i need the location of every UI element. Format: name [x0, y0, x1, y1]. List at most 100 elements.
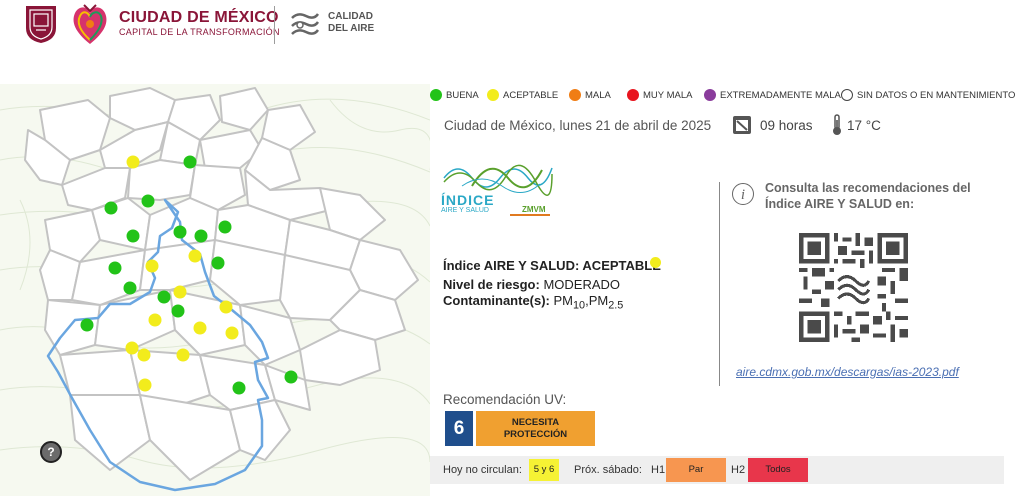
station-marker[interactable] — [145, 259, 159, 273]
station-marker[interactable] — [173, 285, 187, 299]
pollutant-pm10-sub: 10 — [573, 299, 586, 312]
h1-value: Par — [666, 458, 726, 482]
legend-item-mala: MALA — [569, 89, 611, 101]
legend-extremadamente-mala-label: EXTREMADAMENTE MALA — [720, 89, 841, 101]
indice-logo-region: ZMVM — [522, 205, 546, 214]
hoy-no-circula-value: 5 y 6 — [529, 459, 559, 481]
header-separator — [274, 6, 275, 44]
hour-text: 09 horas — [760, 118, 813, 133]
station-marker[interactable] — [219, 300, 233, 314]
uv-recommendation-text: NECESITA PROTECCIÓN — [503, 416, 568, 440]
legend-sin-datos-label: SIN DATOS O EN MANTENIMIENTO — [857, 89, 1016, 101]
legend-buena-label: BUENA — [446, 89, 479, 101]
risk-level-label: Nivel de riesgo: — [443, 277, 540, 292]
legend-muy-mala-label: MUY MALA — [643, 89, 693, 101]
h2-value: Todos — [748, 458, 808, 482]
calidad-aire-label: CALIDAD DEL AIRE — [328, 11, 374, 35]
legend-muy-mala-dot-icon — [627, 89, 639, 101]
recommendations-link[interactable]: aire.cdmx.gob.mx/descargas/ias-2023.pdf — [736, 365, 959, 379]
h1-label: H1 — [651, 464, 666, 476]
station-marker[interactable] — [183, 155, 197, 169]
temperature-text: 17 °C — [847, 118, 881, 133]
station-markers — [80, 155, 298, 395]
station-marker[interactable] — [108, 261, 122, 275]
indice-logo-title: ÍNDICE — [441, 192, 495, 208]
station-marker[interactable] — [157, 290, 171, 304]
pollutant-pm25: PM2.5 — [588, 293, 624, 312]
legend-item-buena: BUENA — [430, 89, 479, 101]
date-text: Ciudad de México, lunes 21 de abril de 2… — [444, 118, 712, 133]
city-subtitle: CAPITAL DE LA TRANSFORMACIÓN — [119, 27, 280, 37]
station-marker[interactable] — [225, 326, 239, 340]
station-marker[interactable] — [171, 304, 185, 318]
calidad-aire-logo-icon — [291, 13, 320, 35]
legend-buena-dot-icon — [430, 89, 442, 101]
panel-divider — [719, 182, 720, 386]
uv-title: Recomendación UV: — [443, 392, 567, 407]
station-marker[interactable] — [173, 225, 187, 239]
station-marker[interactable] — [188, 249, 202, 263]
heart-logo-icon — [73, 4, 107, 45]
cdmx-boundary-line — [46, 198, 270, 492]
indice-aire-salud-logo-icon — [443, 164, 553, 196]
station-marker[interactable] — [232, 381, 246, 395]
legend-mala-label: MALA — [585, 89, 611, 101]
risk-level: Nivel de riesgo: MODERADO — [443, 277, 620, 292]
municipality-regions — [24, 87, 419, 481]
risk-level-value: MODERADO — [543, 277, 620, 292]
calidad-aire-line2: DEL AIRE — [328, 23, 375, 34]
legend-item-muy-mala: MUY MALA — [627, 89, 692, 101]
legend-item-extremadamente-mala: EXTREMADAMENTE MALA — [704, 89, 841, 101]
indice-logo-subtitle: AIRE Y SALUD — [441, 207, 489, 214]
station-marker[interactable] — [137, 348, 151, 362]
qr-code-icon[interactable] — [799, 233, 908, 342]
uv-index-value: 6 — [445, 411, 473, 446]
legend-aceptable-label: ACEPTABLE — [503, 89, 559, 101]
help-button[interactable]: ? — [40, 441, 62, 463]
pollutants: Contaminante(s): PM10,PM2.5 — [443, 293, 623, 312]
station-marker[interactable] — [194, 229, 208, 243]
station-marker[interactable] — [126, 155, 140, 169]
hoy-no-circula-label: Hoy no circulan: — [443, 464, 522, 476]
pollutant-pm25-base: PM — [588, 293, 609, 308]
air-quality-map[interactable]: ? — [0, 84, 430, 496]
legend-extremadamente-mala-dot-icon — [704, 89, 716, 101]
proximo-sabado-label: Próx. sábado: — [574, 464, 642, 476]
station-marker[interactable] — [126, 229, 140, 243]
indice-logo-underline — [510, 214, 550, 216]
h2-label: H2 — [731, 464, 746, 476]
calendar-icon — [733, 116, 751, 134]
station-marker[interactable] — [148, 313, 162, 327]
info-icon: i — [732, 183, 754, 205]
legend-item-sin-datos: SIN DATOS O EN MANTENIMIENTO — [841, 89, 1015, 101]
index-status-dot-icon — [650, 257, 661, 268]
pollutant-pm10-base: PM — [553, 293, 574, 308]
station-marker[interactable] — [211, 256, 225, 270]
legend-aceptable-dot-icon — [487, 89, 499, 101]
quality-legend: BUENA ACEPTABLE MALA MUY MALA EXTREMADAM… — [430, 87, 1024, 105]
index-status-label: Índice AIRE Y SALUD: ACEPTABLE — [443, 258, 661, 273]
station-marker[interactable] — [218, 220, 232, 234]
station-marker[interactable] — [176, 348, 190, 362]
station-marker[interactable] — [104, 201, 118, 215]
station-marker[interactable] — [141, 194, 155, 208]
cdmx-coat-of-arms-icon — [26, 6, 56, 43]
station-marker[interactable] — [193, 321, 207, 335]
calidad-aire-line1: CALIDAD — [328, 11, 373, 22]
station-marker[interactable] — [80, 318, 94, 332]
city-title: CIUDAD DE MÉXICO — [119, 9, 279, 26]
station-marker[interactable] — [284, 370, 298, 384]
uv-recommendation: NECESITA PROTECCIÓN — [476, 411, 595, 446]
thermometer-icon — [833, 114, 841, 135]
site-header: CIUDAD DE MÉXICO CAPITAL DE LA TRANSFORM… — [0, 0, 1024, 52]
pollutant-pm10: PM10 — [553, 293, 586, 312]
pollutant-separator: , — [585, 293, 589, 308]
recommendations-text: Consulta las recomendaciones del Índice … — [765, 181, 971, 211]
legend-item-aceptable: ACEPTABLE — [487, 89, 558, 101]
legend-mala-dot-icon — [569, 89, 581, 101]
station-marker[interactable] — [125, 341, 139, 355]
map-svg — [0, 87, 430, 492]
station-marker[interactable] — [138, 378, 152, 392]
pollutants-label: Contaminante(s): — [443, 293, 550, 308]
station-marker[interactable] — [123, 281, 137, 295]
